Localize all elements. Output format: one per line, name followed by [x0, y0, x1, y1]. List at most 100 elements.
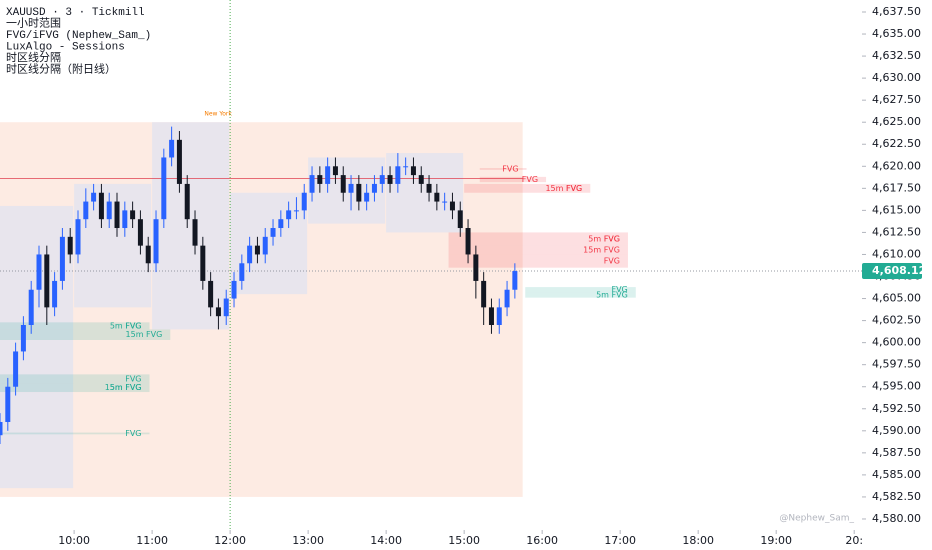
candle-body: [325, 166, 331, 184]
x-tick-label: 20:: [845, 534, 863, 547]
candle-body: [67, 236, 73, 255]
candle-body: [309, 175, 315, 193]
legend-entry: LuxAlgo - Sessions: [6, 41, 125, 53]
fvg-zone: [0, 383, 150, 393]
candle-body: [75, 219, 81, 255]
y-tick-label: 4,622.50: [872, 137, 921, 150]
y-tick-label: 4,605.00: [872, 292, 921, 305]
fvg-label: 5m FVG: [588, 235, 620, 244]
candle-body: [293, 210, 299, 212]
watermark: @Nephew_Sam_: [779, 514, 854, 524]
fvg-label: FVG: [566, 184, 582, 193]
legend-entry: 时区线分隔（附日线）: [6, 61, 116, 76]
fvg-zone: [448, 254, 628, 268]
candle-body: [488, 307, 494, 326]
candle-body: [418, 175, 424, 184]
candle-body: [52, 280, 58, 308]
last-price-label: 4,608.12: [872, 264, 926, 277]
legend-entry: XAUUSD · 3 · Tickmill: [6, 7, 145, 19]
candle-body: [371, 183, 377, 193]
candle-body: [106, 201, 112, 220]
candle-body: [91, 192, 97, 202]
candle-body: [44, 254, 50, 308]
candle-body: [387, 175, 393, 184]
candle-body: [122, 210, 128, 229]
fvg-label: 15m FVG: [545, 184, 582, 193]
candle-body: [184, 183, 190, 220]
fvg-label: 15m FVG: [583, 246, 620, 255]
candle-body: [0, 421, 3, 436]
candle-body: [239, 263, 245, 281]
y-tick-label: 4,610.00: [872, 247, 921, 260]
y-tick-label: 4,602.50: [872, 314, 921, 327]
fvg-zone: [0, 322, 150, 330]
candle-body: [278, 219, 284, 229]
candle-body: [457, 210, 463, 229]
candle-body: [395, 166, 401, 184]
x-tick-label: 18:00: [682, 534, 714, 547]
candle-body: [208, 280, 214, 308]
candle-body: [13, 351, 19, 387]
hour-range-box: [152, 122, 230, 330]
axis-background: [0, 530, 862, 550]
y-tick-label: 4,585.00: [872, 468, 921, 481]
y-tick-label: 4,630.00: [872, 71, 921, 84]
fvg-label: FVG: [502, 164, 518, 173]
x-tick-label: 17:00: [604, 534, 636, 547]
y-tick-label: 4,612.50: [872, 225, 921, 238]
x-tick-label: 12:00: [214, 534, 246, 547]
x-tick-label: 13:00: [292, 534, 324, 547]
candle-body: [356, 183, 362, 202]
candle-body: [83, 201, 89, 220]
candle-body: [137, 219, 143, 246]
candle-body: [98, 192, 104, 220]
x-tick-label: 14:00: [370, 534, 402, 547]
candle-body: [496, 307, 502, 326]
last-price-box: [862, 263, 922, 280]
x-tick-label: 16:00: [526, 534, 558, 547]
fvg-label: 5m FVG: [596, 291, 628, 300]
candle-body: [153, 219, 159, 264]
candle-body: [114, 201, 120, 229]
fvg-zone: [0, 329, 171, 340]
candle-body: [473, 254, 479, 281]
y-tick-label: 4,590.00: [872, 424, 921, 437]
fvg-zone: [479, 176, 547, 183]
candle-body: [192, 219, 198, 246]
session-label: New York: [204, 111, 232, 118]
candle-body: [301, 192, 307, 211]
candle-body: [161, 157, 167, 220]
y-tick-label: 4,580.00: [872, 512, 921, 525]
candle-body: [262, 236, 268, 255]
candle-body: [145, 245, 151, 264]
candle-body: [28, 289, 34, 326]
y-tick-label: 4,637.50: [872, 5, 921, 18]
y-tick-label: 4,587.50: [872, 446, 921, 459]
y-tick-label: 4,615.00: [872, 203, 921, 216]
x-tick-label: 11:00: [136, 534, 168, 547]
fvg-label: FVG: [611, 285, 627, 294]
candle-body: [379, 175, 385, 184]
x-tick-label: 10:00: [58, 534, 90, 547]
candle-body: [364, 192, 370, 202]
candle-body: [403, 166, 409, 168]
y-tick-label: 4,620.00: [872, 159, 921, 172]
fvg-label: 5m FVG: [110, 383, 142, 392]
fvg-label: FVG: [522, 175, 538, 184]
x-tick-label: 15:00: [448, 534, 480, 547]
fvg-zone: [448, 232, 628, 246]
fvg-label: FVG: [604, 235, 620, 244]
candle-body: [200, 245, 206, 281]
fvg-zone: [479, 168, 527, 170]
candle-body: [223, 298, 229, 317]
candle-body: [426, 183, 432, 193]
fvg-zone: [448, 245, 628, 255]
candle-body: [270, 228, 276, 237]
fvg-zone: [464, 183, 591, 193]
fvg-label: FVG: [125, 321, 141, 330]
fvg-zone: [525, 287, 636, 293]
